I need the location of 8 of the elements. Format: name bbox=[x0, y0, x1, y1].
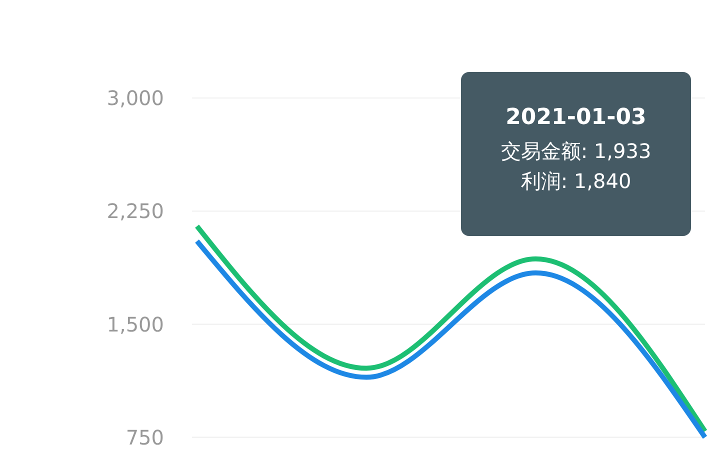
y-tick-label: 3,000 bbox=[106, 86, 164, 110]
y-tick-label: 2,250 bbox=[106, 199, 164, 224]
tooltip-box: 2021-01-03 交易金额: 1,933 利润: 1,840 bbox=[461, 72, 691, 236]
y-tick-label: 750 bbox=[126, 425, 164, 450]
y-tick-label: 1,500 bbox=[106, 312, 164, 336]
annotation: 利润: 1,840 bbox=[520, 168, 632, 195]
annotation: 2021-01-03 bbox=[504, 104, 648, 132]
annotation: 交易金额: 1,933 bbox=[500, 138, 652, 165]
